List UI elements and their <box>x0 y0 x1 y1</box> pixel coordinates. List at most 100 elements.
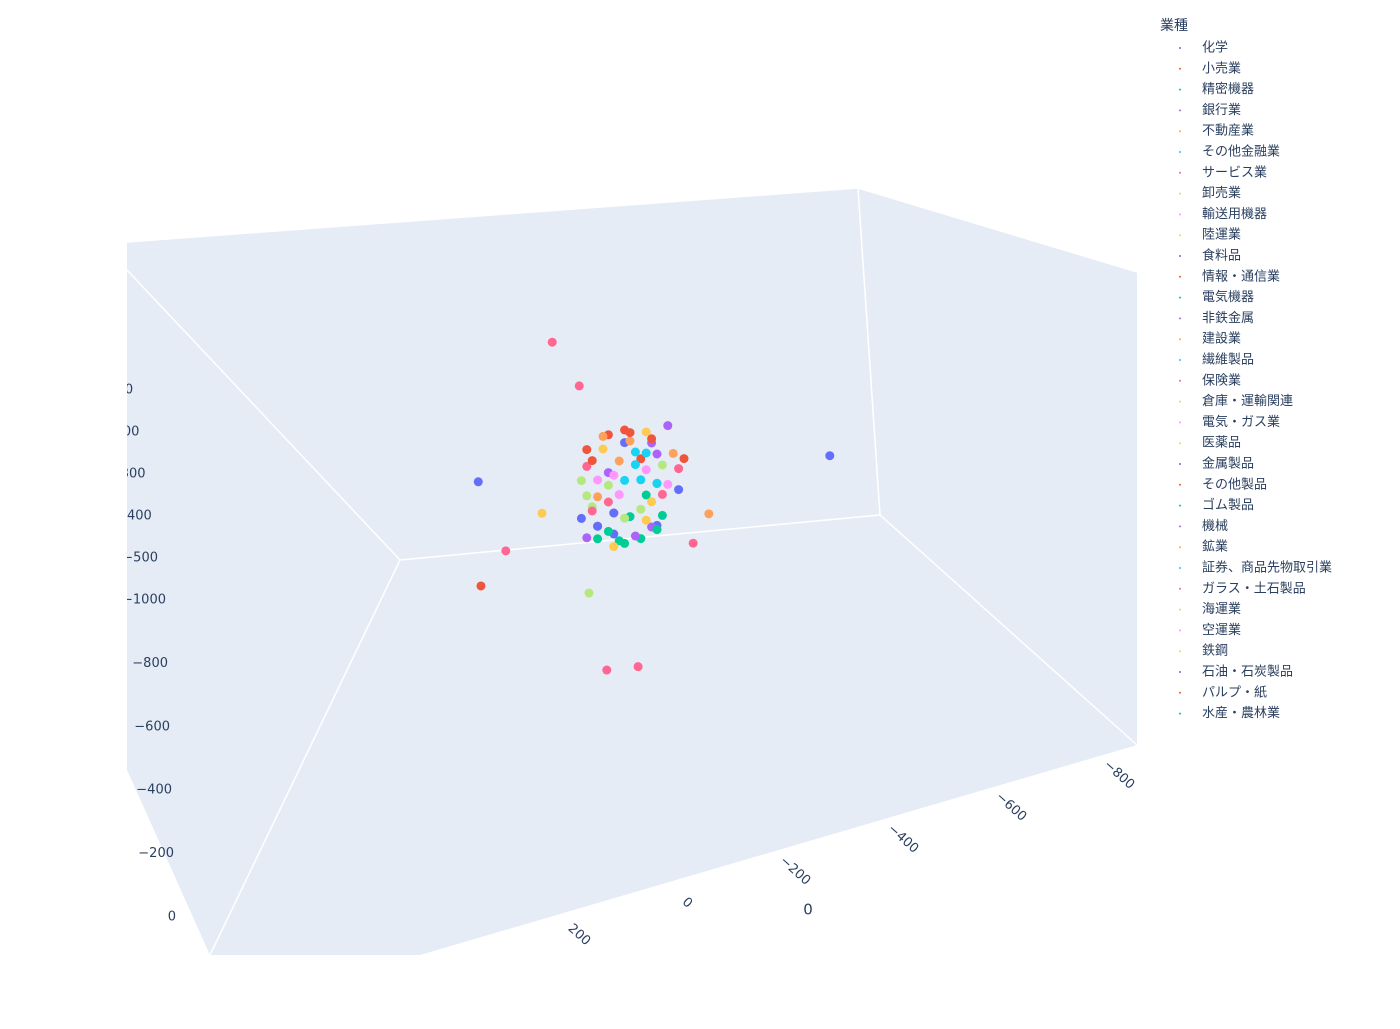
legend-label[interactable]: 非鉄金属 <box>1202 310 1254 326</box>
legend-label[interactable]: 輸送用機器 <box>1202 207 1267 222</box>
legend-marker <box>1179 317 1181 320</box>
legend-marker <box>1179 504 1181 507</box>
legend-label[interactable]: 建設業 <box>1202 331 1241 347</box>
point <box>657 510 667 520</box>
legend-marker <box>1179 671 1181 673</box>
point <box>641 427 651 437</box>
x-tick-label: −400 <box>885 821 922 856</box>
legend-label[interactable]: 電気・ガス業 <box>1202 414 1280 430</box>
legend-marker <box>1179 463 1181 465</box>
legend-marker <box>1179 691 1181 694</box>
y-tick-label: −600 <box>134 719 170 734</box>
legend-label[interactable]: ガラス・土石製品 <box>1202 581 1306 596</box>
box-edge <box>126 269 401 561</box>
legend-label[interactable]: パルプ・紙 <box>1202 685 1267 700</box>
point <box>663 421 673 431</box>
point <box>593 475 603 485</box>
point <box>674 464 684 474</box>
legend-label[interactable]: 医薬品 <box>1202 436 1241 451</box>
x-tick-label: −600 <box>993 789 1030 824</box>
legend-marker <box>1179 650 1181 653</box>
legend-label[interactable]: 陸運業 <box>1202 227 1241 243</box>
x-tick-label: 0 <box>679 895 695 912</box>
point <box>674 485 684 495</box>
point <box>636 504 646 514</box>
point <box>609 508 619 518</box>
point <box>582 445 592 455</box>
legend-marker <box>1179 234 1181 237</box>
legend-label[interactable]: 銀行業 <box>1202 102 1241 118</box>
box-edge <box>209 559 401 956</box>
legend-label[interactable]: 電気機器 <box>1202 289 1254 305</box>
legend-label[interactable]: 情報・通信業 <box>1202 268 1280 284</box>
point <box>620 538 630 548</box>
legend-marker <box>1179 379 1181 382</box>
point <box>657 489 667 499</box>
point <box>537 508 547 518</box>
legend-marker <box>1179 47 1181 49</box>
legend-label[interactable]: 石油・石炭製品 <box>1202 665 1293 680</box>
point <box>587 506 597 516</box>
point <box>547 337 557 347</box>
point <box>582 461 592 471</box>
x-tick-label: −200 <box>777 853 814 888</box>
legend-label[interactable]: 水産・農林業 <box>1202 705 1280 721</box>
legend-label[interactable]: 食料品 <box>1202 248 1241 264</box>
legend-marker <box>1179 296 1181 299</box>
point <box>704 509 714 519</box>
point <box>574 381 584 391</box>
legend-label[interactable]: 倉庫・運輸関連 <box>1202 394 1293 409</box>
legend-label[interactable]: 小売業 <box>1202 60 1241 76</box>
point <box>652 449 662 459</box>
legend-marker <box>1179 192 1181 195</box>
legend-marker <box>1179 400 1181 403</box>
legend-label[interactable]: 機械 <box>1202 519 1228 534</box>
legend-marker <box>1179 712 1181 715</box>
legend-label[interactable]: その他製品 <box>1202 477 1267 492</box>
legend-label[interactable]: 化学 <box>1202 40 1228 56</box>
legend-label[interactable]: サービス業 <box>1202 164 1267 180</box>
legend-marker <box>1179 109 1181 112</box>
z-tick-label: −500 <box>122 551 158 566</box>
legend-label[interactable]: 不動産業 <box>1202 123 1254 139</box>
point <box>657 460 667 470</box>
points <box>473 337 835 675</box>
legend-label[interactable]: その他金融業 <box>1202 144 1280 160</box>
legend-marker <box>1179 567 1181 569</box>
point <box>652 478 662 488</box>
point <box>582 533 592 543</box>
point <box>630 447 640 457</box>
legend-label[interactable]: 保険業 <box>1202 372 1241 388</box>
point <box>473 477 483 487</box>
legend-marker <box>1179 88 1181 91</box>
legend-label[interactable]: 鉄鋼 <box>1202 644 1228 659</box>
point <box>593 534 603 544</box>
y-tick-label: −1000 <box>122 593 166 608</box>
point <box>641 448 651 458</box>
legend-label[interactable]: 金属製品 <box>1202 456 1254 472</box>
legend-label[interactable]: 海運業 <box>1202 601 1241 617</box>
legend-label[interactable]: 精密機器 <box>1202 81 1254 97</box>
point <box>476 581 486 591</box>
point <box>598 444 608 454</box>
point <box>641 490 651 500</box>
point <box>602 665 612 675</box>
legend-title: 業種 <box>1160 18 1188 34</box>
legend-label[interactable]: 証券、商品先物取引業 <box>1202 560 1332 576</box>
point <box>576 476 586 486</box>
point <box>614 490 624 500</box>
legend-marker <box>1179 213 1181 216</box>
legend-label[interactable]: 鉱業 <box>1202 539 1228 555</box>
point <box>593 492 603 502</box>
legend-marker <box>1179 525 1181 528</box>
point <box>636 475 646 485</box>
point <box>625 436 635 446</box>
legend-label[interactable]: ゴム製品 <box>1202 497 1254 513</box>
legend-label[interactable]: 空運業 <box>1202 622 1241 638</box>
y-tick-label: −200 <box>138 846 174 861</box>
legend-label[interactable]: 卸売業 <box>1202 185 1241 201</box>
z-tick-label: −200 <box>104 425 140 440</box>
point <box>501 546 511 556</box>
legend-label[interactable]: 繊維製品 <box>1202 352 1254 368</box>
